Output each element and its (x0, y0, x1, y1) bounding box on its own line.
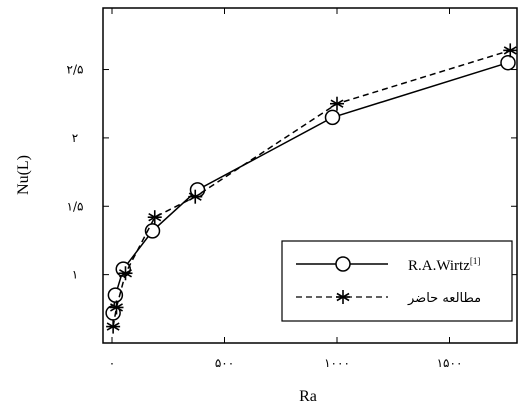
asterisk-marker (188, 189, 203, 204)
legend-label-2: مطالعه حاضر (407, 291, 481, 306)
asterisk-marker (106, 319, 121, 334)
legend: R.A.Wirtz[1] مطالعه حاضر (281, 240, 513, 322)
x-axis-title: Ra (299, 388, 317, 405)
asterisk-marker (336, 290, 350, 304)
legend-box (281, 240, 513, 322)
series-layer (105, 43, 518, 334)
ticks: ۰ ۵۰۰ ۱۰۰۰ ۱۵۰۰ ۱ ۱/۵ ۲ ۲/۵ (67, 8, 517, 370)
legend-marker-asterisk (336, 290, 350, 304)
asterisk-marker (109, 300, 124, 315)
y-tick-label: ۲/۵ (67, 63, 84, 77)
asterisk-marker (147, 210, 162, 225)
circle-marker (144, 223, 161, 239)
plot-frame (102, 7, 518, 344)
circle-marker (324, 109, 341, 126)
y-axis-title: Nu(L) (15, 155, 32, 195)
y-tick-label: ۱/۵ (67, 199, 84, 213)
asterisk-marker (330, 96, 344, 111)
asterisk-marker (118, 266, 133, 281)
legend-label-1: R.A.Wirtz[1] (408, 256, 480, 274)
asterisk-marker (503, 43, 518, 58)
x-tick-label: ۵۰۰ (215, 356, 234, 370)
x-tick-label: ۰ (109, 356, 115, 370)
x-tick-label: ۱۵۰۰ (437, 356, 463, 370)
circle-marker (107, 287, 124, 303)
circle-marker (500, 54, 516, 71)
x-tick-label: ۱۰۰۰ (324, 356, 350, 370)
legend-marker-circle (335, 256, 351, 272)
circle-marker (335, 256, 351, 272)
y-tick-label: ۱ (72, 268, 78, 282)
y-tick-label: ۲ (72, 131, 78, 145)
